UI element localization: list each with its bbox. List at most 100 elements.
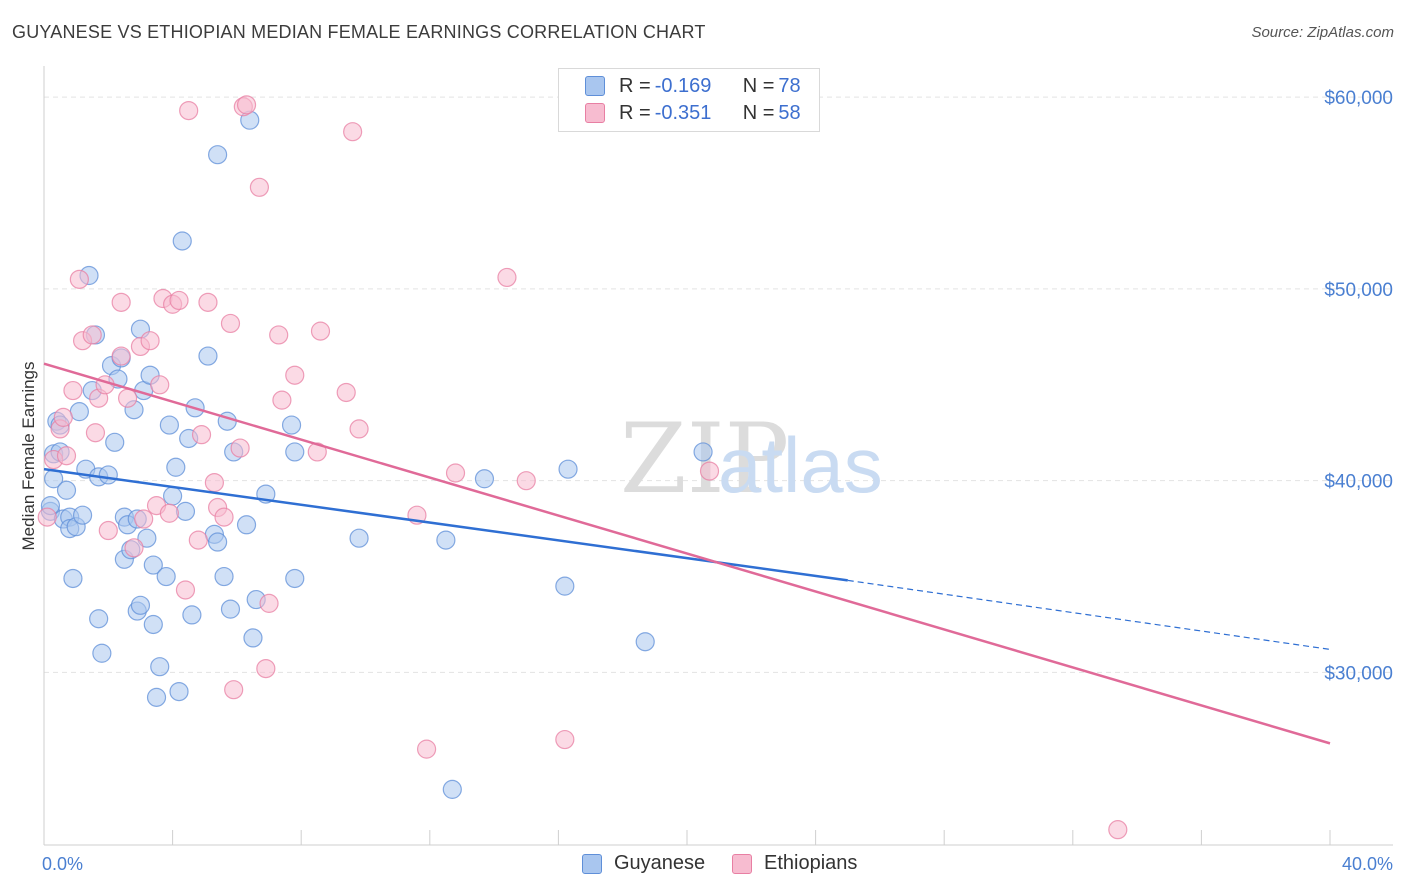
ethiopians-point: [230, 438, 250, 458]
r-value: -0.169: [654, 74, 712, 97]
ethiopians-trend-line: [43, 362, 1331, 745]
guyanese-point: [130, 595, 151, 615]
guyanese-point: [236, 515, 257, 535]
ethiopians-point: [98, 520, 118, 541]
chart-title: GUYANESE VS ETHIOPIAN MEDIAN FEMALE EARN…: [12, 22, 706, 42]
n-label: N =: [742, 74, 775, 97]
ethiopians-point: [416, 739, 437, 759]
ethiopians-point: [259, 593, 279, 613]
guyanese-point: [243, 628, 263, 648]
guyanese-point: [69, 402, 89, 422]
y-axis-label: Median Female Earnings: [19, 362, 38, 551]
ethiopians-point: [445, 463, 466, 483]
gridlines: [44, 96, 1393, 673]
ethiopians-point: [497, 267, 517, 288]
guyanese-point: [175, 501, 196, 521]
ethiopians-point: [214, 507, 234, 527]
ethiopians-point: [56, 446, 77, 466]
scatter-points: [37, 95, 1128, 840]
guyanese-point: [156, 566, 176, 587]
ethiopians-point: [124, 538, 144, 558]
guyanese-point: [89, 609, 109, 629]
guyanese-point: [72, 505, 93, 525]
guyanese-point: [220, 599, 241, 619]
ethiopians-swatch: [585, 103, 605, 123]
ethiopians-point: [191, 425, 212, 445]
guyanese-point: [137, 528, 157, 548]
guyanese-point: [198, 346, 218, 366]
guyanese-point: [208, 532, 228, 552]
ethiopians-swatch: [732, 853, 752, 874]
r-label: R =: [619, 74, 651, 97]
n-value: 78: [778, 74, 801, 97]
ethiopians-point: [140, 331, 160, 351]
guyanese-point: [169, 681, 189, 702]
guyanese-point: [558, 459, 578, 479]
legend-item-ethiopians[interactable]: Ethiopians: [732, 852, 857, 875]
guyanese-point: [285, 442, 305, 462]
y-tick-label: $60,000: [1324, 88, 1393, 109]
ethiopians-point: [111, 346, 131, 366]
guyanese-point: [92, 643, 112, 663]
x-tick-label-min: 0.0%: [42, 854, 83, 874]
guyanese-point: [635, 632, 655, 652]
y-tick-labels: $30,000 $40,000 $50,000 $60,000: [1324, 88, 1393, 684]
guyanese-point: [150, 657, 170, 677]
ethiopians-point: [516, 471, 536, 491]
trend-lines: [43, 362, 1331, 745]
legend-item-guyanese[interactable]: Guyanese: [582, 852, 705, 875]
ethiopians-point: [134, 509, 154, 529]
source-label: Source: ZipAtlas.com: [1251, 24, 1394, 41]
guyanese-point: [166, 457, 186, 477]
guyanese-point: [442, 779, 462, 799]
ethiopians-point: [1108, 820, 1128, 840]
guyanese-point: [159, 415, 179, 435]
ethiopians-point: [220, 313, 241, 334]
ethiopians-point: [204, 472, 224, 493]
ethiopians-point: [82, 325, 102, 345]
guyanese-point: [349, 528, 369, 548]
guyanese-point: [146, 687, 167, 707]
r-label: R =: [619, 101, 651, 124]
y-tick-label: $30,000: [1324, 663, 1393, 684]
ethiopians-point: [236, 95, 257, 115]
r-value: -0.351: [654, 101, 712, 124]
watermark-atlas: atlas: [718, 421, 883, 509]
guyanese-point: [172, 231, 192, 251]
ethiopians-point: [249, 177, 270, 197]
ethiopians-point: [111, 292, 131, 312]
guyanese-trend-extension: [847, 579, 1331, 651]
ethiopians-point: [169, 290, 189, 311]
ethiopians-point: [53, 407, 73, 427]
ethiopians-point: [343, 122, 363, 142]
ethiopians-point: [188, 530, 208, 550]
ethiopians-point: [256, 658, 276, 679]
ethiopians-point: [37, 507, 57, 527]
guyanese-point: [56, 480, 77, 500]
guyanese-swatch: [582, 853, 602, 874]
n-value: 58: [778, 101, 801, 124]
ethiopians-point: [272, 390, 292, 410]
guyanese-point: [474, 469, 495, 489]
legend-row-guyanese: R = -0.169 N = 78: [585, 73, 801, 99]
ethiopians-point: [699, 461, 720, 481]
guyanese-point: [163, 486, 183, 506]
guyanese-point: [285, 568, 305, 589]
guyanese-swatch: [585, 76, 605, 96]
ethiopians-point: [179, 100, 199, 121]
ethiopians-point: [175, 580, 196, 600]
ethiopians-point: [117, 388, 138, 408]
ethiopians-point: [349, 419, 369, 439]
ethiopians-point: [85, 423, 106, 443]
guyanese-point: [281, 415, 302, 435]
y-tick-label: $40,000: [1324, 472, 1393, 493]
ethiopians-point: [198, 292, 218, 312]
ethiopians-point: [63, 380, 83, 401]
ethiopians-point: [336, 382, 356, 403]
ethiopians-point: [159, 503, 179, 523]
ethiopians-point: [285, 365, 305, 385]
x-tick-label-max: 40.0%: [1342, 854, 1393, 874]
ethiopians-point: [269, 325, 289, 345]
guyanese-point: [182, 605, 202, 625]
